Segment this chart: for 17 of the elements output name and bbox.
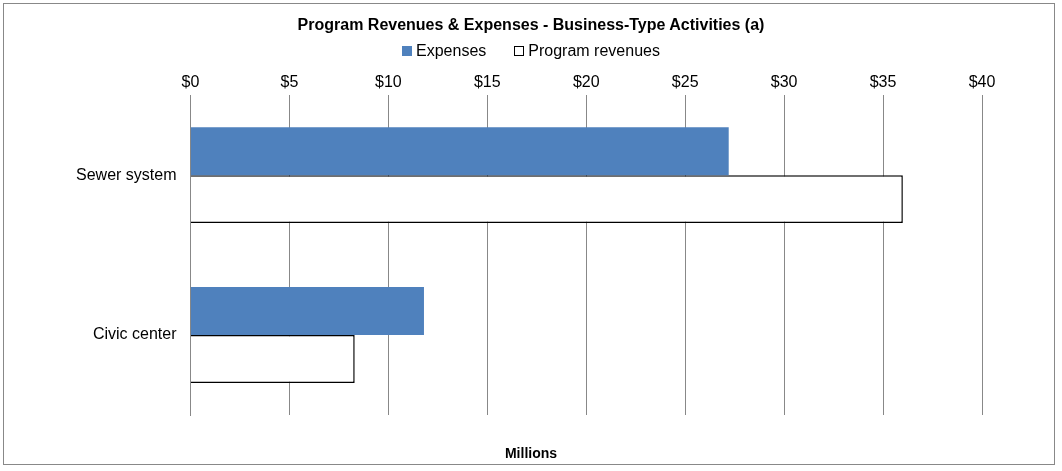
legend-label: Expenses (416, 42, 487, 59)
chart-title: Program Revenues & Expenses - Business-Type Activities (a) (296, 16, 766, 34)
x-axis-title: Millions (503, 445, 559, 461)
x-tick-label: $20 (572, 73, 600, 91)
x-tick-label: $15 (473, 73, 501, 91)
bar (190, 127, 729, 176)
x-tick-label: $5 (280, 73, 299, 91)
x-tick-label: $25 (671, 73, 699, 91)
bar (190, 287, 424, 336)
x-tick-label: $40 (968, 73, 996, 91)
x-tick-label: $10 (375, 73, 402, 91)
x-tick-label: $30 (770, 73, 798, 91)
x-tick-label: $35 (869, 73, 897, 91)
text: Program revenues (528, 42, 660, 59)
x-tick-label: $0 (181, 73, 200, 91)
y-tick-label: Sewer system (76, 165, 177, 183)
y-tick-label: Civic center (92, 325, 178, 343)
